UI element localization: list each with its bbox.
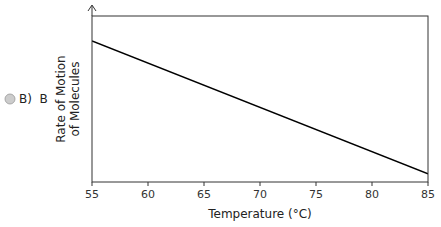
axis-arrow (92, 6, 93, 16)
data-line (92, 41, 428, 174)
x-axis-label: Temperature (°C) (207, 207, 312, 221)
y-axis-label: Rate of Motionof Molecules (54, 55, 82, 142)
x-tick (92, 182, 93, 186)
x-tick (260, 182, 261, 186)
x-tick-label: 55 (85, 188, 99, 201)
axis-arrow-head (88, 5, 96, 11)
x-tick (316, 182, 317, 186)
chart: 55 60 65 70 75 80 85 Temperature (°C) Rate of Mo… (0, 0, 441, 227)
x-tick-label: 60 (141, 188, 155, 201)
y-axis-label-line: of Molecules (68, 62, 82, 137)
annotation: B) B (19, 92, 48, 106)
x-tick-label: 80 (365, 188, 379, 201)
x-tick-label: 75 (309, 188, 323, 201)
radio-button (5, 94, 15, 104)
x-tick (204, 182, 205, 186)
plot-area (92, 41, 428, 174)
x-tick (428, 182, 429, 186)
plot-frame (92, 16, 428, 182)
x-tick-label: 70 (253, 188, 267, 201)
x-tick-label: 65 (197, 188, 211, 201)
y-axis-label-line: Rate of Motion (54, 55, 68, 142)
x-tick (372, 182, 373, 186)
x-tick-label: 85 (421, 188, 435, 201)
x-tick (148, 182, 149, 186)
